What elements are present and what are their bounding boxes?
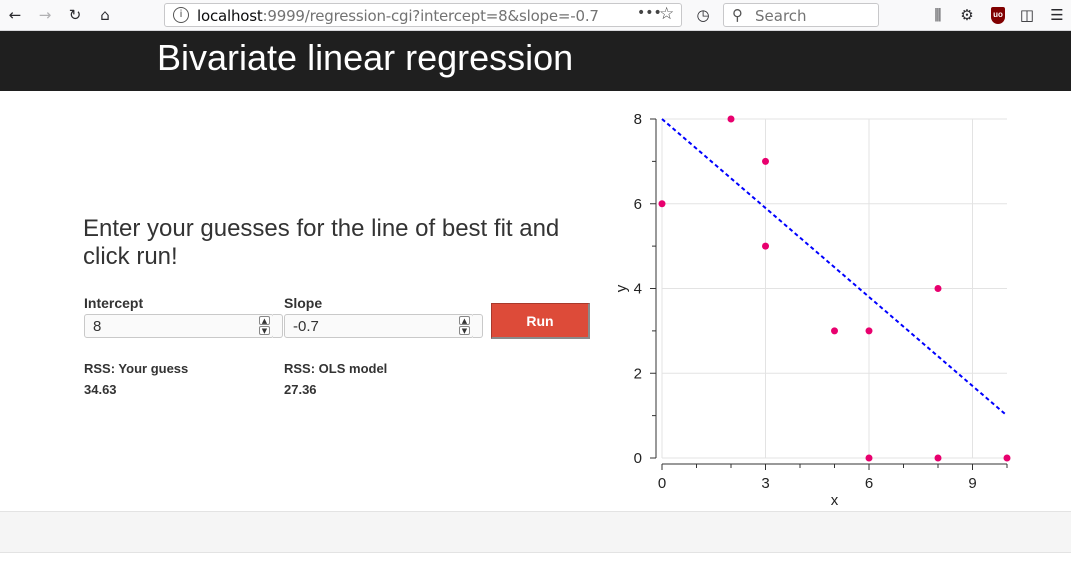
intercept-input[interactable]: 8 ▲ ▼ xyxy=(84,314,274,338)
spin-up-icon[interactable]: ▲ xyxy=(459,316,470,325)
y-tick-label: 2 xyxy=(634,365,642,382)
ublock-shield-icon[interactable]: uo xyxy=(991,7,1005,24)
library-icon[interactable]: ⫼ xyxy=(934,6,942,24)
x-tick-label: 0 xyxy=(658,475,666,492)
url-path: :9999/regression-cgi?intercept=8&slope=-… xyxy=(262,7,599,25)
app-header: Bivariate linear regression xyxy=(0,31,1071,91)
data-point xyxy=(831,327,838,335)
spin-down-icon[interactable]: ▼ xyxy=(459,326,470,335)
search-bar[interactable]: ⚲ Search xyxy=(723,3,879,27)
search-icon: ⚲ xyxy=(732,6,743,24)
x-tick-label: 9 xyxy=(968,475,976,492)
data-point xyxy=(865,454,873,462)
data-point xyxy=(934,285,942,292)
y-tick-label: 8 xyxy=(634,111,642,128)
slope-value: -0.7 xyxy=(293,318,319,335)
y-tick-label: 4 xyxy=(634,281,642,298)
intercept-value: 8 xyxy=(93,318,102,335)
bookmark-star-icon[interactable]: ☆ xyxy=(659,4,675,24)
footer-bar xyxy=(0,511,1071,553)
instructions-text: Enter your guesses for the line of best … xyxy=(83,215,560,270)
y-tick-label: 6 xyxy=(634,196,642,213)
x-axis-label: x xyxy=(831,492,839,509)
page-actions-icon[interactable]: ••• xyxy=(637,5,662,21)
page-title: Bivariate linear regression xyxy=(157,37,574,78)
intercept-spinner[interactable]: ▲ ▼ xyxy=(259,316,271,336)
data-point xyxy=(727,115,735,123)
guess-regression-line xyxy=(661,118,1008,417)
data-point xyxy=(934,454,942,462)
hamburger-menu-icon[interactable]: ☰ xyxy=(1050,6,1064,24)
rss-ols-label: RSS: OLS model xyxy=(284,361,388,376)
reload-icon[interactable]: ↻ xyxy=(68,6,82,24)
slope-spinner[interactable]: ▲ ▼ xyxy=(459,316,471,336)
rss-guess-value: 34.63 xyxy=(84,382,117,397)
y-axis-label: y xyxy=(613,284,630,292)
slope-label: Slope xyxy=(284,295,323,311)
run-button[interactable]: Run xyxy=(491,303,590,339)
intercept-input-edge xyxy=(273,314,283,338)
search-input[interactable]: Search xyxy=(755,7,807,25)
rss-ols-value: 27.36 xyxy=(284,382,317,397)
slope-input[interactable]: -0.7 ▲ ▼ xyxy=(284,314,474,338)
info-icon[interactable]: i xyxy=(173,7,189,23)
data-point xyxy=(658,200,666,208)
x-tick-label: 3 xyxy=(761,475,769,492)
spin-down-icon[interactable]: ▼ xyxy=(259,326,270,335)
intercept-label: Intercept xyxy=(84,295,144,311)
data-point xyxy=(762,157,769,165)
gear-icon[interactable]: ⚙ xyxy=(960,6,974,24)
y-tick-label: 0 xyxy=(634,450,642,467)
home-icon[interactable]: ⌂ xyxy=(100,6,110,24)
spin-up-icon[interactable]: ▲ xyxy=(259,316,270,325)
data-point xyxy=(865,327,873,335)
browser-toolbar: ← → ↻ ⌂ i localhost:9999/regression-cgi?… xyxy=(0,0,1071,31)
forward-arrow-icon[interactable]: → xyxy=(38,6,52,24)
regression-scatter-chart: 0 3 6 9 0 2 4 6 8 x y xyxy=(613,111,1011,509)
data-point xyxy=(762,242,769,250)
data-point xyxy=(1003,454,1011,462)
history-clock-icon[interactable]: ◷ xyxy=(696,6,710,24)
x-tick-label: 6 xyxy=(865,475,873,492)
rss-guess-label: RSS: Your guess xyxy=(84,361,189,376)
url-bar[interactable]: i localhost:9999/regression-cgi?intercep… xyxy=(164,3,682,27)
sidebar-toggle-icon[interactable]: ◫ xyxy=(1019,6,1035,24)
url-host: localhost xyxy=(197,7,263,25)
back-arrow-icon[interactable]: ← xyxy=(8,6,22,24)
url-text[interactable]: localhost:9999/regression-cgi?intercept=… xyxy=(197,7,599,25)
slope-input-edge xyxy=(473,314,483,338)
